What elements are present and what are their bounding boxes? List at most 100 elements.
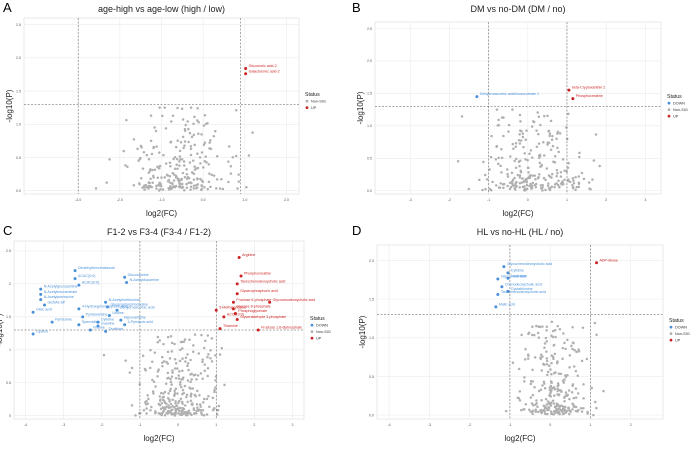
nonsig-point [521,135,525,139]
nonsig-point [543,346,546,350]
nonsig-point [157,183,160,187]
nonsig-point [221,187,225,191]
nonsig-point [539,388,543,391]
nonsig-point [181,357,184,360]
nonsig-point [561,346,565,350]
nonsig-point [201,180,205,184]
nonsig-point [532,120,536,124]
nonsig-point [570,390,574,394]
nonsig-point [181,392,184,396]
nonsig-point [157,368,160,371]
nonsig-point [526,158,529,162]
nonsig-point [540,398,543,402]
nonsig-point [467,187,471,191]
nonsig-point [161,396,164,399]
nonsig-point [502,134,505,138]
x-tick-label: -2.0 [117,198,123,202]
nonsig-point [177,177,180,181]
nonsig-point [210,173,214,177]
nonsig-point [530,125,534,128]
nonsig-point [190,413,193,417]
nonsig-point [570,344,573,348]
nonsig-point [203,113,207,117]
nonsig-point [189,144,193,148]
nonsig-point [482,160,485,164]
nonsig-point [173,389,176,393]
nonsig-point [549,148,553,152]
nonsig-point [557,150,560,154]
legend-swatch [667,114,671,118]
nonsig-point [143,401,147,404]
nonsig-point [187,140,190,144]
nonsig-point [543,114,546,118]
point-label: ACC(10:0) [227,312,244,316]
point-label: Glucosamine [128,273,149,277]
nonsig-point [574,396,578,399]
y-axis-label: -log10(P) [5,89,14,122]
volcano-plot-d: HL vs no-HL (HL / no) -4 -3 -2 -1 0 1 2 0.0 0.5 1.… [358,227,690,443]
nonsig-point [156,340,159,344]
nonsig-point [488,187,492,191]
nonsig-point [527,353,530,356]
nonsig-point [559,404,562,408]
chart-title: DM vs no-DM (DM / no) [470,4,565,14]
nonsig-point [566,374,569,377]
nonsig-point [500,156,504,160]
nonsig-point [167,376,170,380]
nonsig-point [174,408,177,411]
nonsig-point [167,178,171,182]
nonsig-point [547,364,551,368]
nonsig-point [518,399,522,402]
nonsig-point [138,383,141,386]
nonsig-point [549,395,553,398]
y-axis-label: -log10(P) [358,315,367,348]
nonsig-point [530,333,534,337]
nonsig-point [598,164,601,168]
nonsig-point [193,115,196,119]
nonsig-point [179,413,182,417]
nonsig-point [534,410,537,413]
nonsig-point [105,181,108,184]
nonsig-point [132,138,136,141]
nonsig-point [553,161,557,164]
nonsig-point [171,114,175,117]
nonsig-point [577,350,581,353]
point-label: Dehydroascorbic acid/Isoascorbate 1 [480,92,539,96]
y-tick-label: 0.5 [369,375,374,379]
nonsig-point [209,357,212,360]
down-point [506,276,510,280]
nonsig-point [185,393,189,396]
up-point [256,328,260,332]
nonsig-point [531,412,534,416]
nonsig-point [169,187,172,191]
nonsig-point [554,371,557,374]
nonsig-point [571,341,575,344]
nonsig-point [581,326,585,329]
nonsig-point [572,179,575,182]
nonsig-point [153,351,157,354]
nonsig-point [198,156,202,159]
point-label: Guanine [101,322,115,326]
nonsig-point [533,385,536,389]
nonsig-point [523,179,526,183]
nonsig-point [554,335,557,339]
nonsig-point [509,185,513,189]
x-tick-label: -3.0 [75,198,81,202]
nonsig-point [561,379,565,383]
nonsig-point [170,383,173,386]
up-point [233,312,237,316]
nonsig-point [154,129,158,133]
nonsig-point [592,413,595,417]
nonsig-point [149,348,152,352]
nonsig-point [549,384,553,388]
nonsig-point [523,376,526,379]
nonsig-point [196,107,199,110]
nonsig-point [136,147,139,151]
nonsig-point [208,141,211,144]
point-label: Dehydroascorbic acid [120,306,155,310]
nonsig-point [187,176,191,180]
nonsig-point [573,348,576,352]
nonsig-point [171,371,174,374]
nonsig-point [546,370,550,374]
nonsig-point [182,188,186,192]
